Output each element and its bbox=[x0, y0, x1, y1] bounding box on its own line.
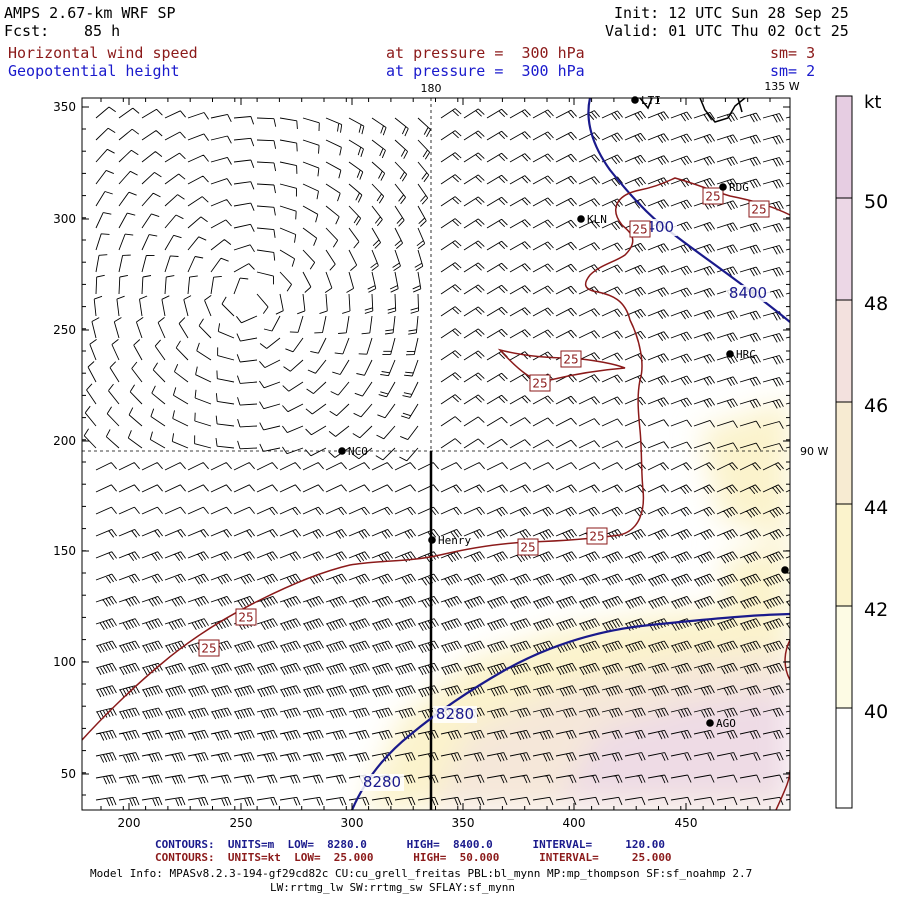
lon-label-135w: 135 W bbox=[764, 80, 799, 93]
speed-contour-label: 25 bbox=[520, 541, 535, 555]
forecast-label: Fcst: bbox=[4, 22, 50, 40]
field-height-level: at pressure = 300 hPa bbox=[386, 62, 585, 80]
lon-label-90w: 90 W bbox=[800, 445, 828, 458]
y-tick-label: 250 bbox=[53, 323, 76, 337]
colorbar-unit: kt bbox=[864, 92, 881, 113]
y-tick-label: 50 bbox=[61, 767, 76, 781]
x-tick-label: 400 bbox=[563, 816, 586, 830]
station-label: LTI bbox=[641, 94, 661, 107]
station-label: RDG bbox=[729, 181, 749, 194]
speed-contour-edge bbox=[784, 639, 790, 681]
station-marker-edge bbox=[781, 566, 789, 574]
colorbar-label: 50 bbox=[864, 191, 888, 213]
wind-barbs bbox=[83, 106, 790, 807]
colorbar: kt 50 48 46 44 42 40 bbox=[835, 92, 888, 809]
footer-speed-contours: CONTOURS: UNITS=kt LOW= 25.000 HIGH= 50.… bbox=[155, 851, 672, 864]
y-tick-label: 300 bbox=[53, 212, 76, 226]
init-time: Init: 12 UTC Sun 28 Sep 25 bbox=[614, 4, 849, 22]
height-contour-label: 8280 bbox=[436, 705, 474, 723]
colorbar-bottom-fill bbox=[836, 708, 852, 808]
station-label: KLN bbox=[587, 213, 607, 226]
lon-label-180: 180 bbox=[421, 82, 442, 95]
footer-model-info: Model Info: MPASv8.2.3-194-gf29cd82c CU:… bbox=[90, 867, 753, 880]
x-tick-label: 200 bbox=[118, 816, 141, 830]
field-height-smoothing: sm= 2 bbox=[770, 62, 816, 80]
height-contour-label: 8400 bbox=[729, 284, 767, 302]
model-title: AMPS 2.67-km WRF SP bbox=[4, 4, 176, 22]
speed-contour-label: 25 bbox=[632, 223, 647, 237]
forecast-hour: 85 h bbox=[84, 22, 121, 40]
height-contours bbox=[350, 98, 790, 810]
x-tick-label: 350 bbox=[452, 816, 475, 830]
station-kln: KLN bbox=[577, 213, 607, 226]
colorbar-label: 40 bbox=[864, 701, 888, 723]
field-wind-speed-name: Horizontal wind speed bbox=[8, 44, 198, 62]
y-tick-label: 200 bbox=[53, 434, 76, 448]
coastline bbox=[639, 98, 746, 123]
station-label: Henry bbox=[438, 534, 471, 547]
speed-contour-label: 25 bbox=[238, 611, 253, 625]
x-tick-label: 450 bbox=[675, 816, 698, 830]
height-contour-label: 8280 bbox=[363, 773, 401, 791]
colorbar-band-44 bbox=[836, 402, 852, 504]
station-marker bbox=[338, 447, 346, 455]
station-nco: NCO bbox=[338, 445, 368, 458]
station-marker bbox=[719, 183, 727, 191]
y-tick-label: 100 bbox=[53, 655, 76, 669]
lat-lon-grid bbox=[82, 98, 790, 452]
station-label: NCO bbox=[348, 445, 368, 458]
speed-contour-label: 25 bbox=[201, 642, 216, 656]
station-marker bbox=[428, 536, 436, 544]
colorbar-band-48 bbox=[836, 198, 852, 300]
station-marker bbox=[706, 719, 714, 727]
speed-contour-label: 25 bbox=[705, 190, 720, 204]
colorbar-band-46 bbox=[836, 300, 852, 402]
colorbar-band-42 bbox=[836, 504, 852, 606]
speed-contour-label: 25 bbox=[532, 377, 547, 391]
colorbar-label: 44 bbox=[864, 497, 888, 519]
valid-time: Valid: 01 UTC Thu 02 Oct 25 bbox=[605, 22, 849, 40]
x-tick-label: 300 bbox=[341, 816, 364, 830]
speed-contour-label: 25 bbox=[563, 353, 578, 367]
station-marker bbox=[631, 96, 639, 104]
station-marker bbox=[577, 215, 585, 223]
station-lti: LTI bbox=[631, 94, 661, 107]
footer-model-info-line2: LW:rrtmg_lw SW:rrtmg_sw SFLAY:sf_mynn bbox=[270, 881, 516, 894]
station-rdg: RDG bbox=[719, 181, 749, 194]
colorbar-label: 46 bbox=[864, 395, 888, 417]
colorbar-band-40 bbox=[836, 606, 852, 708]
station-henry: Henry bbox=[428, 534, 471, 547]
colorbar-label: 48 bbox=[864, 293, 888, 315]
station-marker bbox=[726, 350, 734, 358]
station-label: AGO bbox=[716, 717, 736, 730]
field-wind-speed-smoothing: sm= 3 bbox=[770, 44, 816, 62]
colorbar-label: 42 bbox=[864, 599, 888, 621]
station-ago: AGO bbox=[706, 717, 736, 730]
wind-barb-field bbox=[83, 106, 790, 807]
x-tick-label: 250 bbox=[230, 816, 253, 830]
speed-contour-label: 25 bbox=[751, 203, 766, 217]
footer-height-contours: CONTOURS: UNITS=m LOW= 8280.0 HIGH= 8400… bbox=[155, 838, 665, 851]
y-tick-label: 350 bbox=[53, 100, 76, 114]
y-tick-label: 150 bbox=[53, 544, 76, 558]
station-label: HRC bbox=[736, 348, 756, 361]
station-hrc: HRC bbox=[726, 348, 756, 361]
field-height-name: Geopotential height bbox=[8, 62, 180, 80]
speed-contour-label: 25 bbox=[589, 530, 604, 544]
wind-speed-shading bbox=[360, 400, 790, 810]
field-wind-speed-level: at pressure = 300 hPa bbox=[386, 44, 585, 62]
